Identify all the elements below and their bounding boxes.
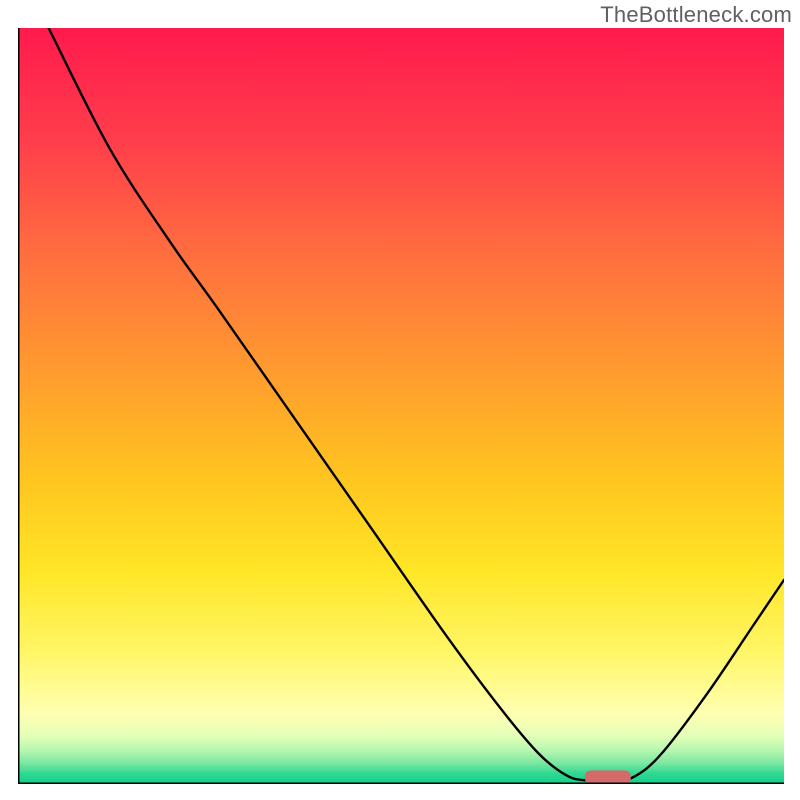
- optimal-marker: [585, 770, 631, 784]
- chart-area: [18, 28, 784, 784]
- watermark-text: TheBottleneck.com: [600, 2, 792, 28]
- chart-background: [18, 28, 784, 784]
- bottleneck-curve-chart: [18, 28, 784, 784]
